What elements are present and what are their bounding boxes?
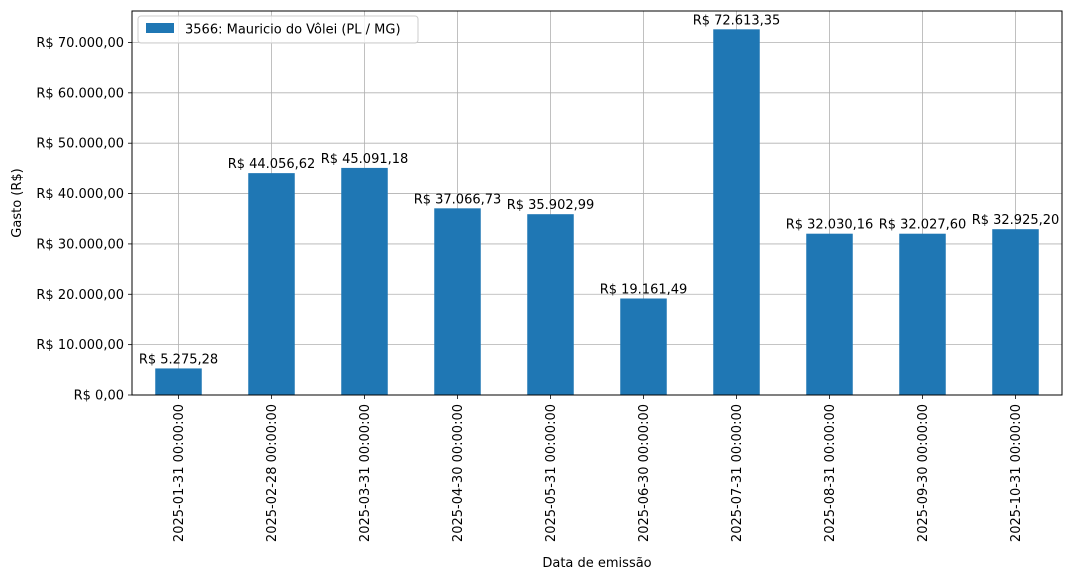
legend: 3566: Mauricio do Vôlei (PL / MG) (137, 15, 419, 44)
x-tick-label: 2025-02-28 00:00:00 (265, 404, 280, 542)
bar-value-label: R$ 19.161,49 (600, 283, 688, 298)
x-tick-label: 2025-10-31 00:00:00 (1009, 404, 1024, 542)
bar (527, 214, 574, 395)
legend-entry-label: 3566: Mauricio do Vôlei (PL / MG) (185, 23, 401, 38)
y-axis-label: Gasto (R$) (10, 168, 25, 237)
x-tick-label: 2025-01-31 00:00:00 (172, 404, 187, 542)
bar (155, 368, 202, 395)
bar-value-label: R$ 37.066,73 (414, 192, 502, 207)
bars (155, 29, 1039, 396)
bar (992, 229, 1039, 395)
bar (806, 233, 853, 395)
x-tick-label: 2025-04-30 00:00:00 (451, 404, 466, 542)
bar (899, 233, 946, 395)
bar-value-label: R$ 35.902,99 (507, 198, 595, 213)
y-axis: R$ 0,00 R$ 10.000,00 R$ 20.000,00 R$ 30.000… (36, 36, 132, 404)
bar-value-label: R$ 32.030,16 (786, 218, 874, 233)
bar-value-label: R$ 32.027,60 (879, 218, 967, 233)
y-tick-label: R$ 40.000,00 (36, 187, 124, 202)
bar (713, 29, 760, 396)
y-tick-label: R$ 60.000,00 (36, 86, 124, 101)
y-tick-label: R$ 70.000,00 (36, 36, 124, 51)
y-tick-label: R$ 0,00 (74, 389, 124, 404)
bar-value-label: R$ 32.925,20 (972, 213, 1060, 228)
y-tick-label: R$ 50.000,00 (36, 137, 124, 152)
x-tick-label: 2025-07-31 00:00:00 (730, 404, 745, 542)
x-axis: 2025-01-31 00:00:00 2025-02-28 00:00:00 20… (172, 395, 1024, 542)
bar-value-label: R$ 5.275,28 (139, 352, 218, 367)
bar-value-label: R$ 44.056,62 (228, 157, 316, 172)
y-tick-label: R$ 20.000,00 (36, 288, 124, 303)
legend-swatch (146, 23, 174, 33)
bar (341, 167, 388, 395)
bar (434, 208, 481, 395)
bar-value-label: R$ 72.613,35 (693, 13, 781, 28)
x-tick-label: 2025-09-30 00:00:00 (916, 404, 931, 542)
y-tick-label: R$ 10.000,00 (36, 338, 124, 353)
x-tick-label: 2025-03-31 00:00:00 (358, 404, 373, 542)
plot-frame (131, 10, 1063, 396)
legend-box (137, 15, 419, 44)
data-labels: R$ 5.275,28 R$ 44.056,62 R$ 45.091,18 R$ 37… (139, 13, 1059, 367)
bar-value-label: R$ 45.091,18 (321, 152, 409, 167)
x-tick-label: 2025-05-31 00:00:00 (544, 404, 559, 542)
bar (248, 173, 295, 395)
x-tick-label: 2025-08-31 00:00:00 (823, 404, 838, 542)
bar (620, 298, 667, 395)
x-tick-label: 2025-06-30 00:00:00 (637, 404, 652, 542)
y-tick-label: R$ 30.000,00 (36, 237, 124, 252)
x-axis-label: Data de emissão (542, 556, 651, 571)
